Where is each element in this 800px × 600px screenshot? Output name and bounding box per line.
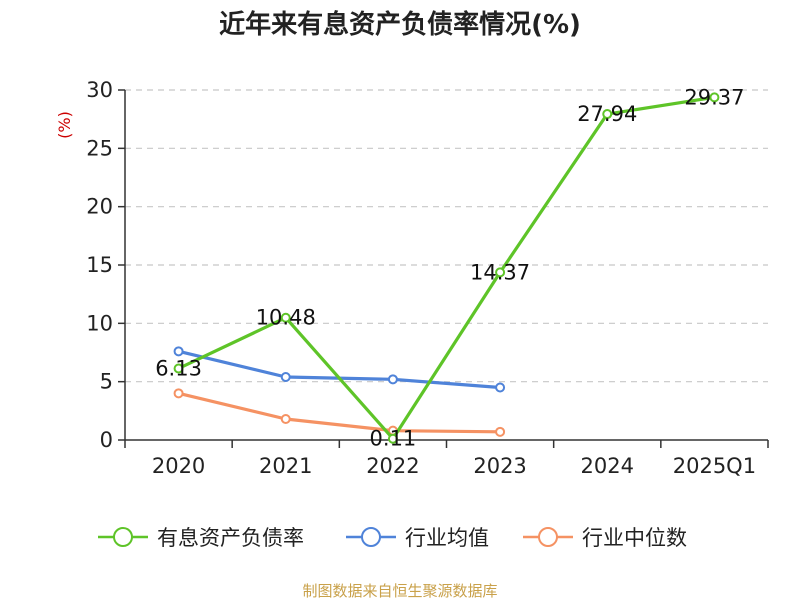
y-tick-label: 15 bbox=[86, 253, 113, 277]
legend-label: 行业中位数 bbox=[582, 526, 687, 550]
x-tick-label: 2023 bbox=[473, 454, 526, 478]
axes: 0 5 10 15 20 25 30 2020 2021 2022 2023 2024 2025Q1 bbox=[86, 78, 768, 478]
y-tick-label: 0 bbox=[100, 428, 113, 452]
y-tick-label: 25 bbox=[86, 136, 113, 160]
y-tick-label: 30 bbox=[86, 78, 113, 102]
data-label: 29.37 bbox=[684, 85, 744, 109]
data-point bbox=[175, 389, 183, 397]
data-point bbox=[496, 428, 504, 436]
legend-item[interactable]: 行业均值 bbox=[346, 526, 489, 550]
legend-marker-icon bbox=[539, 528, 557, 546]
data-label: 10.48 bbox=[256, 306, 316, 330]
y-axis-unit: (%) bbox=[55, 111, 74, 139]
legend-marker-icon bbox=[362, 528, 380, 546]
data-point bbox=[175, 347, 183, 355]
data-point bbox=[496, 384, 504, 392]
legend: 有息资产负债率 行业均值 行业中位数 bbox=[98, 526, 687, 550]
x-tick-label: 2025Q1 bbox=[673, 454, 756, 478]
x-tick-label: 2024 bbox=[581, 454, 634, 478]
data-label: 27.94 bbox=[577, 102, 637, 126]
data-label: 6.13 bbox=[155, 356, 202, 380]
series-layer bbox=[175, 93, 719, 442]
legend-marker-icon bbox=[114, 528, 132, 546]
data-point bbox=[282, 415, 290, 423]
data-point bbox=[389, 375, 397, 383]
data-label: 14.37 bbox=[470, 260, 530, 284]
series-line bbox=[179, 393, 501, 432]
y-tick-label: 5 bbox=[100, 370, 113, 394]
source-note: 制图数据来自恒生聚源数据库 bbox=[302, 582, 497, 600]
legend-label: 有息资产负债率 bbox=[157, 526, 304, 550]
legend-item[interactable]: 行业中位数 bbox=[523, 526, 687, 550]
chart-title: 近年来有息资产负债率情况(%) bbox=[219, 9, 581, 40]
x-tick-label: 2021 bbox=[259, 454, 312, 478]
data-label: 0.11 bbox=[370, 427, 417, 451]
legend-label: 行业均值 bbox=[405, 526, 489, 550]
data-point bbox=[282, 373, 290, 381]
x-tick-label: 2022 bbox=[366, 454, 419, 478]
legend-item[interactable]: 有息资产负债率 bbox=[98, 526, 304, 550]
x-tick-label: 2020 bbox=[152, 454, 205, 478]
data-labels: 6.13 10.48 0.11 14.37 27.94 29.37 bbox=[155, 85, 744, 450]
y-tick-label: 20 bbox=[86, 195, 113, 219]
grid-lines bbox=[125, 90, 768, 382]
y-tick-label: 10 bbox=[86, 311, 113, 335]
